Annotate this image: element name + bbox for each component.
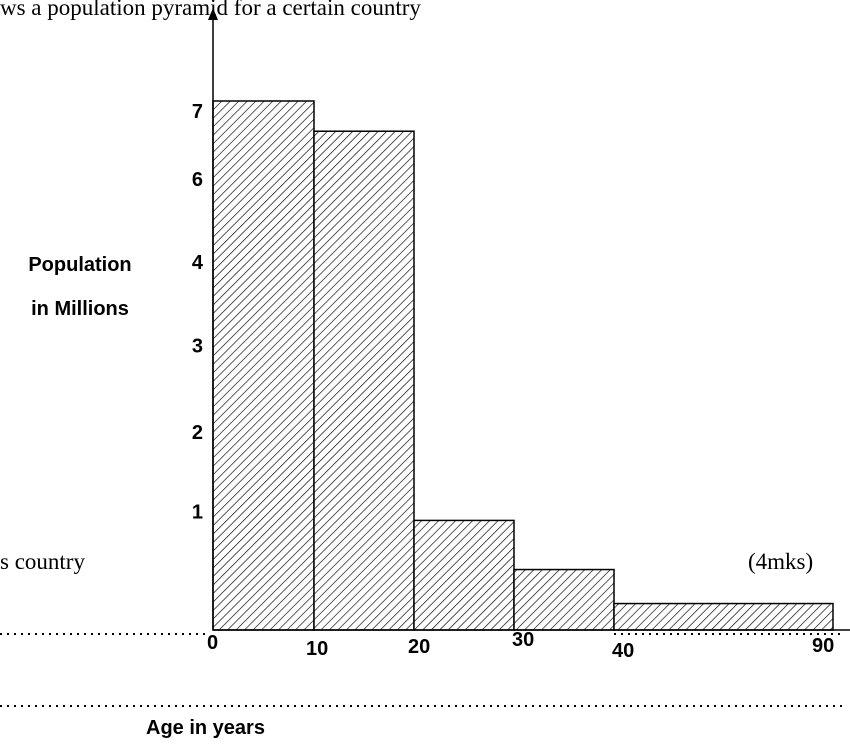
x-tick-label: 20 xyxy=(408,636,430,658)
y-tick-label: 6 xyxy=(192,169,203,191)
marks-label: (4mks) xyxy=(748,549,814,574)
x-tick-label: 0 xyxy=(207,632,218,654)
bars-group xyxy=(212,100,834,631)
x-tick-label: 40 xyxy=(612,640,634,662)
x-tick-labels: 0 10 20 30 40 90 xyxy=(207,629,834,662)
x-tick-label: 30 xyxy=(512,629,534,651)
answer-prompt-fragment: s country xyxy=(0,549,85,574)
question-text-fragment: ws a population pyramid for a certain co… xyxy=(0,0,421,20)
y-axis-arrow xyxy=(208,8,218,20)
y-tick-label: 4 xyxy=(192,252,204,274)
y-axis-label: Population in Millions xyxy=(28,254,132,320)
x-tick-label: 10 xyxy=(306,638,328,660)
x-axis-label: Age in years xyxy=(146,717,265,739)
bar-40-90 xyxy=(613,602,834,631)
y-tick-label: 3 xyxy=(192,335,203,357)
x-tick-label: 90 xyxy=(812,635,834,657)
y-tick-labels: 7 6 4 3 2 1 xyxy=(192,101,204,524)
bar-0-10 xyxy=(212,100,315,631)
bar-20-30 xyxy=(413,519,515,631)
y-tick-label: 7 xyxy=(192,101,203,123)
bar-30-40 xyxy=(513,568,615,631)
bar-10-20 xyxy=(313,130,415,631)
y-tick-label: 1 xyxy=(192,502,203,524)
y-tick-label: 2 xyxy=(192,422,203,444)
